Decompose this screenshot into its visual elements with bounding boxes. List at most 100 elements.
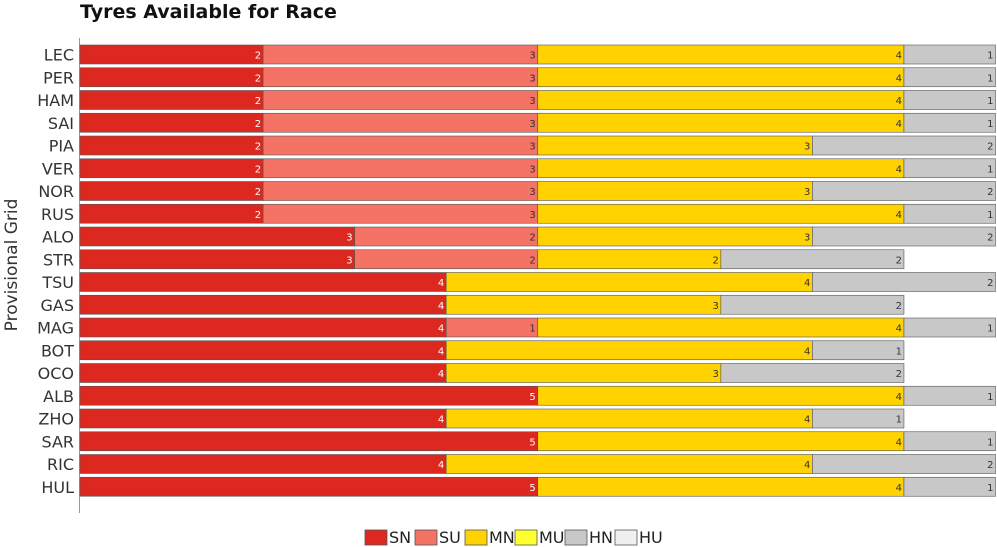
data-label: 2 xyxy=(987,233,993,244)
bar-hn-rus xyxy=(903,203,996,224)
y-tick-label: SAI xyxy=(48,114,74,133)
data-label: 3 xyxy=(346,233,352,244)
legend-swatch-sn xyxy=(364,529,388,546)
bar-sn-alb xyxy=(79,385,539,406)
data-label: 4 xyxy=(896,119,902,130)
data-label: 2 xyxy=(896,255,902,266)
data-label: 2 xyxy=(255,164,261,175)
y-tick-label: HAM xyxy=(37,91,74,110)
y-tick-label: PIA xyxy=(49,137,74,156)
bar-su-ver xyxy=(262,158,539,179)
bar-sn-oco xyxy=(79,363,447,383)
bar-mn-oco xyxy=(445,363,722,383)
data-label: 2 xyxy=(255,119,261,130)
bar-mn-alo xyxy=(537,226,813,247)
bar-su-pia xyxy=(262,135,539,156)
bar-sn-bot xyxy=(79,340,447,361)
bar-mn-nor xyxy=(537,181,813,201)
data-label: 3 xyxy=(529,187,535,198)
bar-sn-ric xyxy=(79,454,447,474)
bar-mn-bot xyxy=(445,340,813,361)
bar-hn-lec xyxy=(903,44,996,65)
y-tick-label: RIC xyxy=(47,455,74,474)
bar-hn-gas xyxy=(720,294,905,315)
data-label: 1 xyxy=(987,324,993,335)
bar-sn-sar xyxy=(79,431,539,452)
data-label: 3 xyxy=(529,164,535,175)
data-label: 5 xyxy=(529,392,535,403)
data-label: 4 xyxy=(438,301,444,312)
bar-mn-ham xyxy=(537,90,905,110)
bar-su-nor xyxy=(262,181,539,201)
bar-hn-pia xyxy=(812,135,996,156)
bars-group: 2 3 4 1 2 3 4 1 2 3 4 1 2 3 4 1 2 3 3 2 2 3 4 1 2 3 3 2 2 3 4 1 3 2 3 2 3 2 2 2… xyxy=(79,44,996,497)
data-label: 1 xyxy=(529,324,535,335)
data-label: 4 xyxy=(896,51,902,62)
bar-mn-ver xyxy=(537,158,905,179)
data-label: 3 xyxy=(804,187,810,198)
data-label: 4 xyxy=(438,324,444,335)
data-label: 2 xyxy=(255,210,261,221)
bar-hn-nor xyxy=(812,181,996,201)
legend-swatch-mu xyxy=(514,529,538,546)
y-tick-label: TSU xyxy=(41,273,74,292)
data-label: 4 xyxy=(896,210,902,221)
data-label: 3 xyxy=(804,142,810,153)
y-tick-label: OCO xyxy=(38,364,74,383)
data-label: 1 xyxy=(987,437,993,448)
data-label: 2 xyxy=(255,187,261,198)
bar-hn-ric xyxy=(812,454,996,474)
bar-mn-alb xyxy=(537,385,905,406)
data-label: 4 xyxy=(896,392,902,403)
bar-hn-mag xyxy=(903,317,996,338)
bar-sn-tsu xyxy=(79,272,447,292)
y-tick-label: LEC xyxy=(44,46,74,65)
bar-mn-gas xyxy=(445,294,722,315)
bar-sn-nor xyxy=(79,181,264,201)
data-label: 3 xyxy=(712,369,718,380)
legend-swatch-hu xyxy=(614,529,638,546)
data-label: 1 xyxy=(987,210,993,221)
bar-hn-hul xyxy=(903,476,996,497)
y-tick-label: STR xyxy=(43,250,74,269)
legend: SN SU MN MU HN HU xyxy=(364,528,663,547)
bar-mn-ric xyxy=(445,454,813,474)
bar-mn-str xyxy=(537,249,722,270)
bar-mn-zho xyxy=(445,408,813,429)
legend-swatch-mn xyxy=(464,529,488,546)
data-label: 2 xyxy=(255,73,261,84)
data-label: 1 xyxy=(987,73,993,84)
bar-sn-ver xyxy=(79,158,264,179)
data-label: 4 xyxy=(438,278,444,289)
data-label: 4 xyxy=(438,415,444,426)
bar-sn-lec xyxy=(79,44,264,65)
bar-su-sai xyxy=(262,112,539,133)
data-label: 3 xyxy=(712,301,718,312)
bar-mn-tsu xyxy=(445,272,813,292)
data-label: 2 xyxy=(255,142,261,153)
data-label: 2 xyxy=(987,187,993,198)
data-label: 4 xyxy=(896,96,902,107)
data-label: 5 xyxy=(529,437,535,448)
y-tick-label: HUL xyxy=(41,478,74,497)
bar-hn-ver xyxy=(903,158,996,179)
bar-sn-zho xyxy=(79,408,447,429)
bar-hn-sai xyxy=(903,112,996,133)
y-tick-label: ALO xyxy=(42,228,74,247)
y-tick-label: SAR xyxy=(41,432,74,451)
legend-label-hu: HU xyxy=(639,528,663,547)
chart-title: Tyres Available for Race xyxy=(80,1,337,23)
y-tick-label: ALB xyxy=(43,387,74,406)
data-label: 4 xyxy=(804,415,810,426)
y-axis-label: Provisional Grid xyxy=(2,199,22,332)
bar-mn-sai xyxy=(537,112,905,133)
bar-sn-ham xyxy=(79,90,264,110)
data-label: 2 xyxy=(255,51,261,62)
data-label: 2 xyxy=(529,255,535,266)
legend-swatch-hn xyxy=(564,529,588,546)
bar-hn-per xyxy=(903,67,996,88)
bar-su-lec xyxy=(262,44,539,65)
bar-su-str xyxy=(354,249,539,270)
legend-label-mn: MN xyxy=(489,528,515,547)
